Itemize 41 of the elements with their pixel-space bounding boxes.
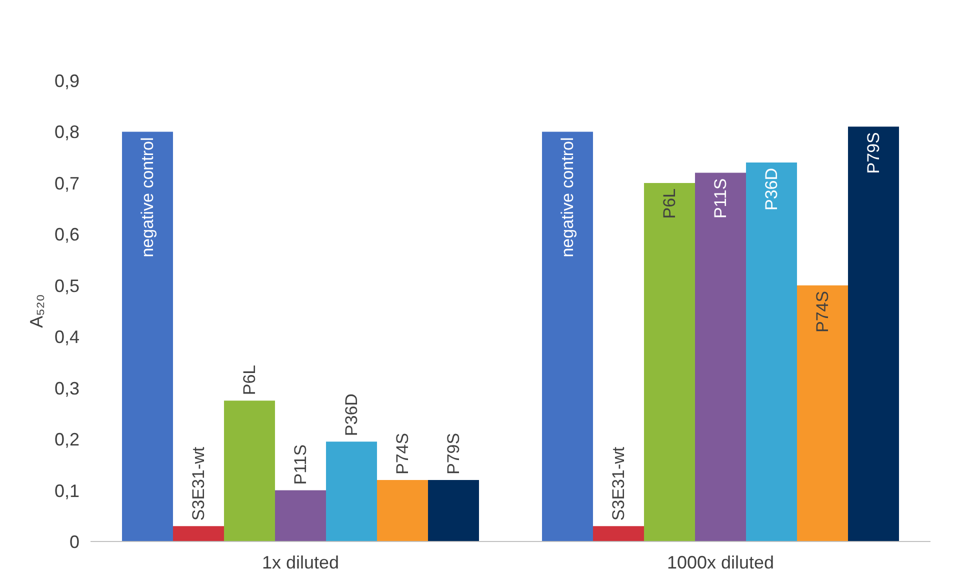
text: P36D <box>342 394 361 436</box>
y-tick-label: 0,9 <box>54 71 80 91</box>
y-tick-label: 0,6 <box>54 224 80 245</box>
bar <box>644 182 695 542</box>
text: P11S <box>291 444 310 485</box>
y-axis-title: A₅₂₀ <box>26 294 46 328</box>
bar <box>797 285 848 542</box>
series-label: P36D <box>762 168 781 211</box>
text: negative control <box>558 137 577 258</box>
bar <box>122 132 173 542</box>
y-tick-label: 0,8 <box>54 122 80 142</box>
y-tick-label: 0,5 <box>54 276 80 296</box>
y-tick-label: 0,7 <box>54 173 80 194</box>
text: S3E31-wt <box>609 446 628 521</box>
bar <box>695 172 746 542</box>
series-label: negative control <box>138 137 157 258</box>
bar <box>848 126 899 542</box>
y-tick-label: 0,3 <box>54 378 80 398</box>
bar <box>542 132 593 542</box>
series-label: P6L <box>660 188 679 219</box>
x-tick-label: 1x diluted <box>262 552 340 572</box>
bar <box>428 480 479 542</box>
bar <box>593 526 644 542</box>
series-label: P74S <box>813 290 832 333</box>
bar <box>224 400 275 542</box>
bar <box>377 480 428 542</box>
bar <box>746 162 797 542</box>
y-tick-label: 0,4 <box>54 327 80 348</box>
bar <box>275 490 326 542</box>
series-label: P79S <box>864 132 883 174</box>
text: P74S <box>393 432 412 474</box>
series-label: P11S <box>711 178 730 219</box>
y-tick-label: 0 <box>69 532 80 552</box>
text: P6L <box>240 364 259 396</box>
y-tick-label: 0,2 <box>54 430 80 450</box>
x-tick-label: 1000x diluted <box>666 552 774 572</box>
bar <box>173 526 224 542</box>
y-tick-label: 0,1 <box>54 480 80 501</box>
text: P79S <box>444 432 463 474</box>
text: S3E31-wt <box>189 446 208 521</box>
bar <box>326 442 377 542</box>
